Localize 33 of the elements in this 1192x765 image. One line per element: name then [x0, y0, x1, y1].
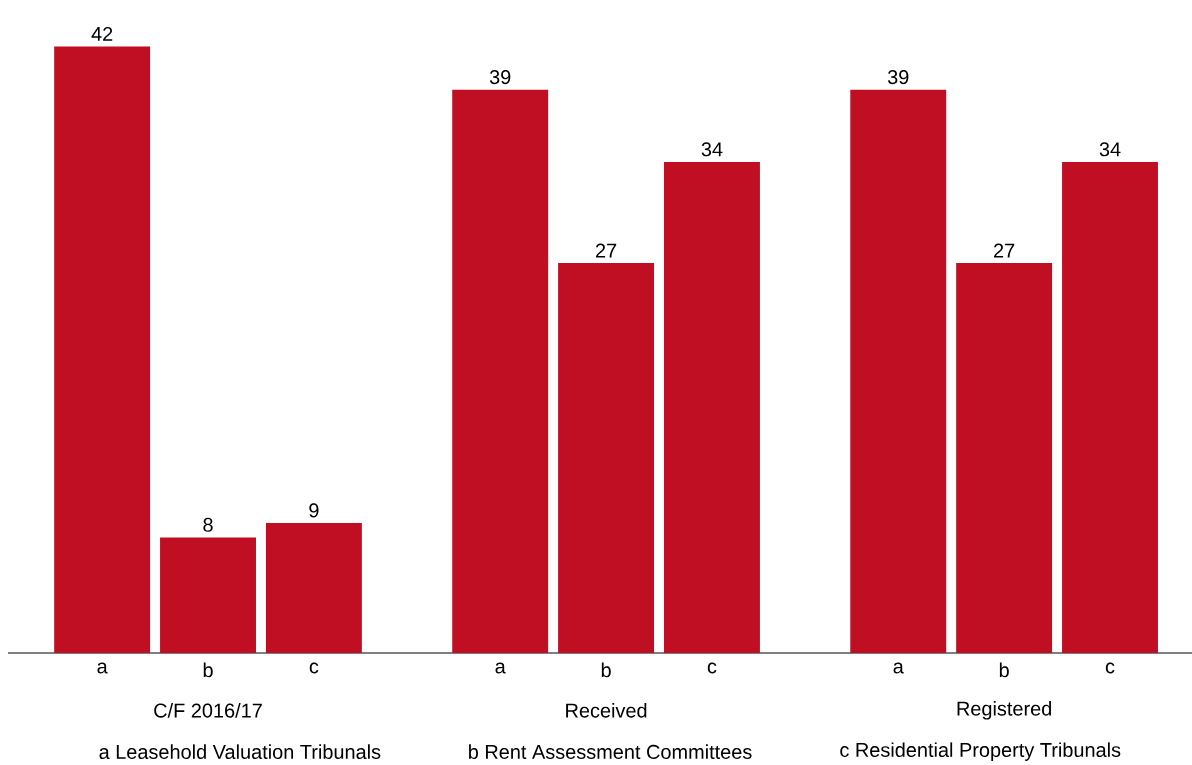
- bar: [956, 263, 1053, 653]
- bar: [558, 263, 655, 653]
- bar: [1062, 161, 1158, 653]
- series-label: a: [97, 662, 108, 674]
- x-tick-label: Registered: [957, 701, 1051, 720]
- series-label: b: [203, 662, 213, 678]
- text: c Residential Property Tribunals: [840, 742, 1121, 761]
- bar: [452, 89, 549, 653]
- bar: [663, 161, 760, 653]
- text: c: [1105, 662, 1115, 674]
- bar: [265, 523, 362, 653]
- data-label: 34: [701, 142, 723, 157]
- data-label: 34: [1099, 142, 1121, 157]
- series-label: c: [309, 662, 319, 674]
- bar: [850, 89, 947, 653]
- text: c: [707, 662, 717, 674]
- text: b: [999, 662, 1009, 678]
- data-label: 39: [489, 70, 511, 85]
- data-label: 27: [596, 243, 617, 258]
- text: a: [893, 662, 904, 674]
- text: b Rent Assessment Committees: [469, 744, 752, 759]
- bar: [160, 537, 256, 653]
- text: a: [495, 662, 506, 674]
- data-label: 8: [203, 517, 213, 532]
- data-label: 39: [887, 70, 909, 85]
- data-label: 42: [91, 26, 113, 41]
- x-tick-label: Received: [566, 703, 647, 718]
- bar: [54, 46, 151, 653]
- x-tick-label: C/F 2016/17: [154, 703, 262, 718]
- data-label: 27: [994, 243, 1015, 258]
- data-label: 9: [309, 503, 319, 518]
- text: a Leasehold Valuation Tribunals: [99, 744, 381, 759]
- text: b: [601, 662, 611, 678]
